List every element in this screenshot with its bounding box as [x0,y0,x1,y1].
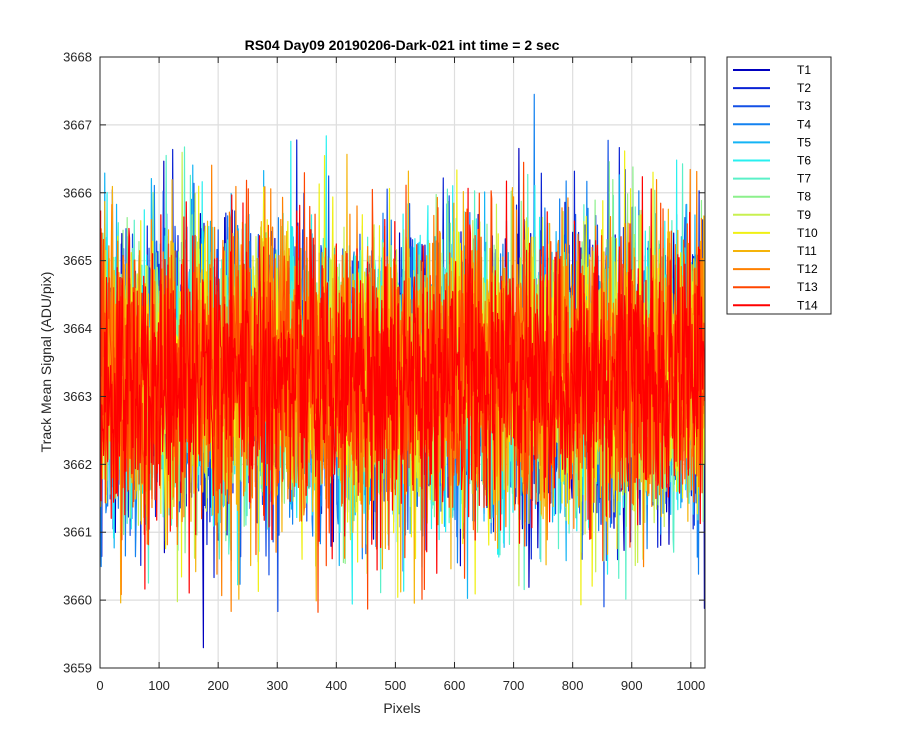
legend-label-t11: T11 [797,244,817,258]
x-tick-label: 500 [385,678,407,693]
y-tick-label: 3663 [63,389,92,404]
legend-label-t2: T2 [797,81,811,95]
x-tick-label: 900 [621,678,643,693]
legend-label-t13: T13 [797,280,818,294]
legend-label-t5: T5 [797,135,811,149]
x-axis-label: Pixels [383,700,420,716]
x-tick-label: 600 [444,678,466,693]
x-tick-label: 200 [207,678,229,693]
legend-label-t12: T12 [797,262,818,276]
x-tick-label: 400 [325,678,347,693]
legend-label-t1: T1 [797,63,811,77]
legend-label-t9: T9 [797,208,811,222]
legend-box [726,56,832,315]
y-tick-label: 3660 [63,593,92,608]
legend-label-t3: T3 [797,99,811,113]
y-axis-label: Track Mean Signal (ADU/pix) [38,272,54,453]
y-tick-label: 3659 [63,661,92,676]
legend-label-t10: T10 [797,226,818,240]
x-tick-label: 800 [562,678,584,693]
y-tick-label: 3667 [63,117,92,132]
y-tick-label: 3665 [63,253,92,268]
x-tick-label: 0 [96,678,103,693]
y-tick-label: 3668 [63,50,92,65]
plot-area-frame [99,56,706,669]
x-tick-label: 300 [266,678,288,693]
y-tick-label: 3662 [63,457,92,472]
x-tick-label: 100 [148,678,170,693]
x-tick-label: 1000 [676,678,705,693]
chart-title: RS04 Day09 20190206-Dark-021 int time = … [245,37,560,53]
legend-label-t8: T8 [797,190,811,204]
y-tick-label: 3666 [63,185,92,200]
series-line-t14 [100,176,705,594]
legend-label-t7: T7 [797,172,811,186]
legend-label-t4: T4 [797,117,811,131]
series-lines [100,93,705,649]
y-tick-label: 3661 [63,525,92,540]
y-tick-label: 3664 [63,321,92,336]
legend-items: T1 T2 T3 T4 T5 T6 T7 T8 T9 T10 T11 T12 T13 T14 [733,63,818,312]
legend-label-t14: T14 [797,298,818,312]
axis-ticks: 0 100 200 300 400 500 600 700 800 900 1000 3659 3660… [63,50,705,694]
legend: T1 T2 T3 T4 T5 T6 T7 T8 T9 T10 T11 T12 T13 T14 [726,56,832,315]
legend-label-t6: T6 [797,154,811,168]
x-tick-label: 700 [503,678,525,693]
